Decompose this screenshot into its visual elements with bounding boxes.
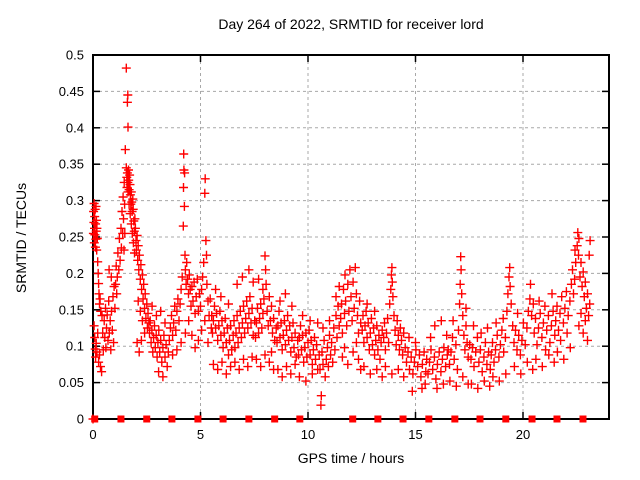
svg-text:0.1: 0.1 <box>66 339 84 354</box>
chart-title: Day 264 of 2022, SRMTID for receiver lor… <box>218 16 484 32</box>
svg-text:0.35: 0.35 <box>59 157 84 172</box>
svg-text:0: 0 <box>77 412 84 427</box>
svg-text:0: 0 <box>89 427 96 442</box>
svg-text:0.15: 0.15 <box>59 302 84 317</box>
svg-text:0.3: 0.3 <box>66 193 84 208</box>
svg-text:15: 15 <box>408 427 422 442</box>
svg-text:10: 10 <box>301 427 315 442</box>
svg-text:0.4: 0.4 <box>66 120 84 135</box>
svg-text:0.25: 0.25 <box>59 230 84 245</box>
svg-text:0.2: 0.2 <box>66 266 84 281</box>
svg-text:20: 20 <box>516 427 530 442</box>
x-axis-label: GPS time / hours <box>297 450 405 466</box>
svg-text:5: 5 <box>197 427 204 442</box>
svg-text:0.05: 0.05 <box>59 375 84 390</box>
svg-text:0.45: 0.45 <box>59 84 84 99</box>
svg-text:0.5: 0.5 <box>66 48 84 63</box>
